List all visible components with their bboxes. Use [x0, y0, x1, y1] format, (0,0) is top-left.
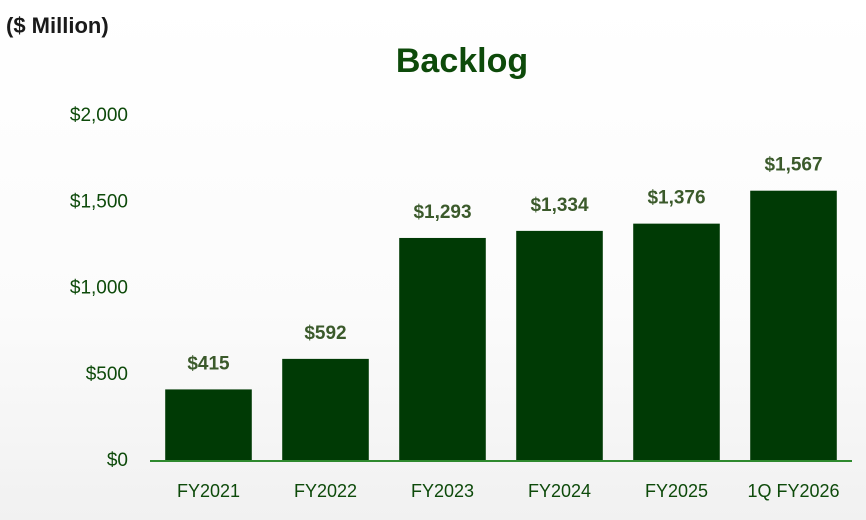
x-tick-label: FY2024 — [528, 481, 591, 501]
value-label: $592 — [304, 323, 346, 344]
x-tick-label: FY2023 — [411, 481, 474, 501]
value-label: $1,376 — [647, 188, 705, 209]
bar — [516, 230, 603, 461]
y-tick-label: $1,000 — [70, 278, 128, 299]
y-tick-label: $0 — [107, 450, 128, 471]
bar — [282, 358, 369, 461]
y-tick-label: $1,500 — [70, 191, 128, 212]
y-tick-label: $2,000 — [70, 105, 128, 126]
x-tick-label: FY2025 — [645, 481, 708, 501]
bar — [165, 389, 252, 461]
x-tick-label: FY2021 — [177, 481, 240, 501]
value-label: $1,293 — [413, 202, 471, 223]
unit-label: ($ Million) — [6, 13, 109, 38]
chart-title: Backlog — [396, 42, 528, 80]
bar — [633, 223, 720, 461]
x-tick-label: FY2022 — [294, 481, 357, 501]
value-label: $415 — [187, 353, 230, 374]
value-label: $1,567 — [764, 155, 822, 176]
y-tick-label: $500 — [86, 364, 128, 385]
bar — [399, 237, 486, 461]
bar — [750, 190, 837, 461]
x-tick-label: 1Q FY2026 — [747, 481, 839, 501]
value-label: $1,334 — [530, 195, 589, 216]
